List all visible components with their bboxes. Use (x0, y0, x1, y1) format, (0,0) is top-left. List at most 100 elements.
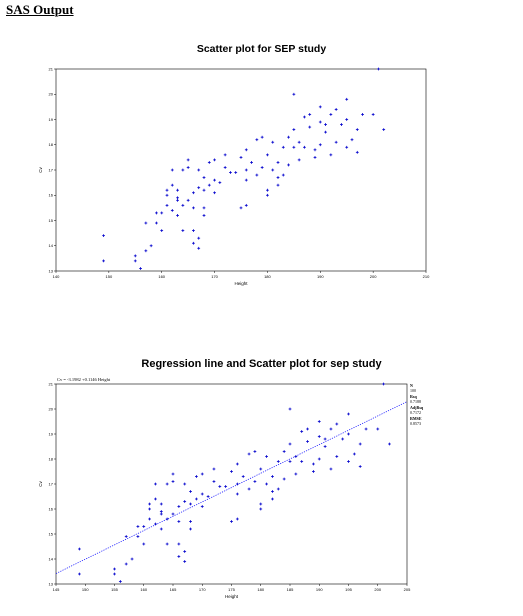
data-point (160, 211, 164, 215)
y-tick-label: 16 (49, 506, 54, 511)
data-point (183, 550, 187, 553)
data-point (250, 161, 253, 164)
stat-value: 0.7188 (410, 399, 421, 404)
data-point (329, 153, 333, 157)
data-point (259, 502, 263, 506)
data-point (148, 502, 151, 506)
data-point (230, 520, 233, 523)
data-point (102, 259, 105, 263)
data-point (202, 176, 206, 179)
data-point (159, 527, 163, 531)
data-point (181, 229, 185, 232)
data-point (124, 535, 128, 538)
data-point (78, 572, 81, 576)
data-point (139, 267, 142, 270)
data-point (271, 475, 274, 478)
data-point (239, 155, 243, 159)
x-tick-label: 190 (316, 587, 323, 592)
data-point (303, 115, 306, 119)
data-point (260, 166, 264, 169)
data-point (377, 67, 380, 71)
data-point (192, 229, 195, 232)
data-point (223, 153, 227, 157)
data-point (247, 487, 251, 491)
data-point (288, 407, 292, 411)
data-point (259, 467, 263, 471)
data-point (371, 113, 375, 116)
x-tick-label: 170 (211, 274, 218, 279)
data-point (200, 472, 204, 476)
data-point (276, 176, 280, 179)
data-point (361, 113, 364, 116)
data-point (297, 158, 301, 162)
data-point (317, 420, 321, 423)
x-tick-label: 210 (423, 274, 430, 279)
data-point (171, 512, 175, 516)
data-point (176, 196, 179, 200)
data-point (165, 188, 169, 192)
data-point (189, 520, 192, 523)
data-point (329, 467, 333, 471)
data-point (266, 153, 269, 157)
data-point (276, 161, 280, 164)
data-point (195, 475, 198, 478)
data-point (265, 455, 268, 458)
data-point (177, 505, 181, 508)
data-point (271, 140, 275, 144)
data-point (281, 173, 285, 177)
x-tick-label: 145 (53, 587, 60, 592)
stat-label: AdjRsq (410, 405, 424, 410)
data-point (288, 460, 292, 463)
data-point (144, 221, 148, 225)
data-point (176, 188, 179, 192)
y-tick-label: 20 (49, 92, 54, 97)
data-point (213, 191, 216, 195)
data-point (292, 92, 296, 96)
data-point (148, 517, 151, 521)
data-point (345, 97, 349, 101)
data-point (142, 542, 146, 546)
data-point (266, 193, 269, 197)
x-tick-label: 150 (106, 274, 113, 279)
data-point (294, 455, 298, 458)
data-point (300, 460, 304, 463)
data-point (235, 482, 239, 486)
data-point (288, 442, 292, 446)
stat-label: N (410, 383, 413, 388)
x-axis-label: Height (234, 281, 248, 286)
data-point (329, 113, 333, 116)
scatter-chart-1: 140 150 160 170 180 190 200 210 13 14 15 16 17 18 19 20… (38, 66, 430, 286)
data-point (192, 206, 195, 210)
data-point (154, 522, 157, 526)
regression-equation: Cv = -3.1982 +0.1146 Height (57, 377, 111, 382)
data-point (244, 148, 248, 152)
y-tick-label: 19 (49, 431, 54, 436)
data-point (345, 145, 349, 149)
data-point (165, 482, 169, 486)
data-point (255, 138, 259, 142)
data-point (136, 535, 140, 538)
data-point (230, 470, 233, 473)
data-point (253, 450, 257, 453)
data-point (155, 221, 158, 225)
data-point (130, 557, 134, 561)
data-point (382, 382, 385, 386)
data-point (276, 183, 280, 187)
data-point (276, 487, 280, 491)
data-point (202, 214, 206, 217)
data-point (177, 520, 181, 523)
data-point (149, 244, 153, 248)
data-point (186, 198, 190, 202)
data-point (294, 472, 298, 476)
data-point (218, 181, 222, 185)
data-point (133, 254, 137, 258)
data-point (212, 480, 216, 483)
data-point (207, 183, 211, 187)
data-point (181, 168, 185, 172)
y-tick-label: 13 (49, 581, 54, 586)
data-point (183, 560, 187, 563)
data-point (154, 497, 157, 501)
data-point (335, 455, 339, 458)
data-point (318, 105, 322, 109)
